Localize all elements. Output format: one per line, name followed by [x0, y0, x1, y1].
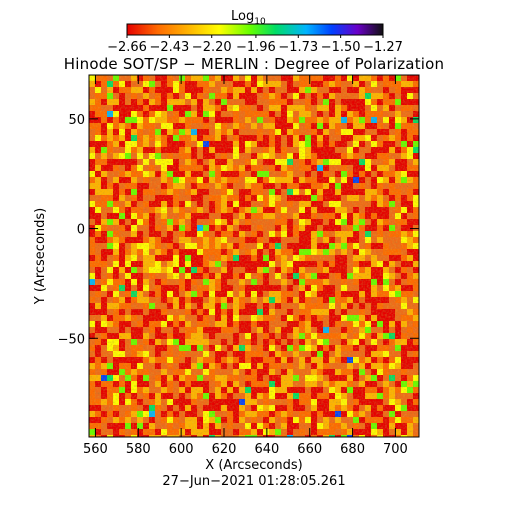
- y-tick-label: −50: [58, 332, 85, 347]
- colorbar-strip: [126, 23, 384, 36]
- x-tick-label: 640: [254, 442, 279, 457]
- x-tick-label: 680: [340, 442, 365, 457]
- x-tick-label: 560: [83, 442, 108, 457]
- x-axis: 560 580 600 620 640 660 680 700: [83, 75, 408, 457]
- colorbar-tick-label: −2.66: [107, 40, 147, 55]
- x-tick-label: 700: [383, 442, 408, 457]
- plot-area: 560 580 600 620 640 660 680 700 50 0 −50: [58, 74, 420, 457]
- colorbar-tick-label: −1.73: [278, 40, 318, 55]
- colorbar-tick-label: −2.20: [192, 40, 232, 55]
- colorbar-tick-label: −1.27: [363, 40, 403, 55]
- colorbar-ticks: −2.66 −2.43 −2.20 −1.96 −1.73 −1.50 −1.27: [107, 35, 403, 55]
- colorbar: Log10 −2.66 −2.43 −2.20 −1.96 −1.73 −1.50 −1.2…: [107, 9, 403, 55]
- y-axis-title: Y (Arcseconds): [33, 208, 48, 305]
- x-tick-label: 600: [169, 442, 194, 457]
- x-tick-label: 660: [297, 442, 322, 457]
- y-tick-label: 0: [77, 223, 85, 238]
- colorbar-tick-label: −1.96: [236, 40, 276, 55]
- y-axis: 50 0 −50: [58, 113, 419, 347]
- colorbar-tick-label: −1.50: [321, 40, 361, 55]
- timestamp: 27−Jun−2021 01:28:05.261: [162, 474, 345, 489]
- x-axis-title: X (Arcseconds): [205, 458, 302, 473]
- chart-title: Hinode SOT/SP − MERLIN : Degree of Polar…: [64, 55, 444, 73]
- colorbar-tick-label: −2.43: [149, 40, 189, 55]
- y-tick-label: 50: [68, 113, 85, 128]
- heatmap-texture: [89, 75, 419, 437]
- plot-frame: [88, 74, 420, 438]
- x-tick-label: 620: [212, 442, 237, 457]
- x-tick-label: 580: [126, 442, 151, 457]
- colorbar-label: Log10: [231, 9, 266, 27]
